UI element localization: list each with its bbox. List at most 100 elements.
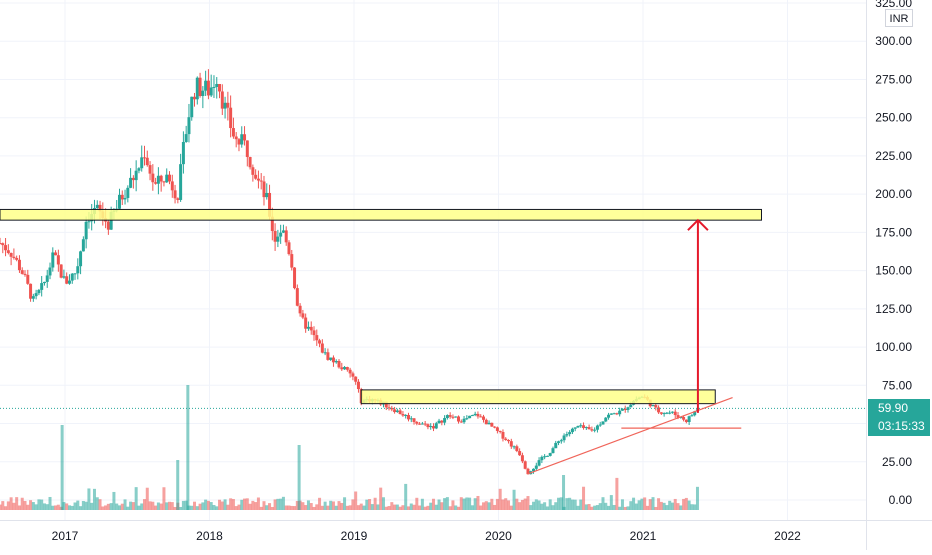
candle-body (554, 442, 558, 449)
volume-bar (306, 500, 310, 510)
candle-body (140, 157, 144, 169)
candle-body (598, 424, 602, 426)
candle-body (512, 446, 516, 448)
volume-bar (401, 505, 405, 510)
volume-bar (387, 506, 391, 510)
candle-body (443, 418, 447, 423)
volume-bar (348, 505, 352, 510)
volume-bar (0, 504, 2, 510)
volume-bar (476, 495, 480, 510)
volume-bar (206, 500, 210, 510)
candle-body (334, 361, 338, 363)
volume-bar (343, 497, 347, 510)
candle-body (326, 352, 330, 360)
candle-body (298, 305, 302, 314)
candle-body (618, 410, 622, 415)
candle-body (440, 420, 444, 423)
volume-bar (268, 503, 272, 510)
volume-bar (104, 505, 108, 510)
volume-bar (186, 385, 190, 510)
candle-body (287, 242, 291, 255)
price-tick-label: 150.00 (875, 264, 912, 278)
volume-bar (304, 505, 308, 510)
time-tick-label: 2022 (774, 529, 801, 543)
volume-bar (529, 505, 533, 510)
volume-bar (56, 504, 60, 510)
volume-bar (90, 502, 94, 510)
volume-bar (601, 497, 605, 510)
volume-bar (595, 505, 599, 510)
volume-bar (501, 499, 505, 510)
candle-body (170, 181, 174, 191)
candle-body (559, 440, 563, 442)
volume-bar (54, 505, 58, 510)
volume-bar (665, 505, 669, 510)
candle-body (56, 255, 60, 265)
candle-body (176, 198, 180, 200)
candle-body (693, 411, 697, 416)
volume-bar (62, 502, 66, 510)
volume-bar (23, 500, 27, 510)
candle-body (4, 245, 8, 251)
volume-bar (434, 504, 438, 510)
volume-bar (73, 502, 77, 510)
volume-bar (168, 501, 172, 510)
volume-bar (593, 505, 597, 510)
candle-body (623, 408, 627, 410)
candle-body (670, 411, 674, 413)
candle-body (504, 438, 508, 441)
candle-body (193, 96, 197, 100)
volume-bar (359, 503, 363, 510)
candle-body (315, 335, 319, 341)
candle-body (495, 427, 499, 431)
candle-body (137, 168, 141, 171)
candle-body (451, 416, 455, 418)
volume-bar (290, 505, 294, 510)
volume-bar (607, 505, 611, 510)
volume-bar (590, 506, 594, 510)
volume-bar (29, 500, 33, 510)
volume-bar (626, 506, 630, 510)
candle-body (306, 326, 310, 329)
volume-bar (315, 504, 319, 510)
candle-body (459, 421, 463, 423)
volume-bar (356, 505, 360, 510)
candle-body (387, 407, 391, 409)
volume-bar (112, 491, 116, 510)
volume-bar (117, 505, 121, 510)
volume-bar (679, 505, 683, 510)
candle-body (543, 456, 547, 458)
target-arrow-head (687, 218, 709, 231)
volume-bar (297, 445, 301, 510)
volume-bar (123, 499, 127, 510)
volume-bar (281, 496, 285, 510)
volume-bar (381, 497, 385, 510)
volume-bar (131, 502, 135, 510)
volume-bar (265, 505, 269, 510)
candle-body (26, 274, 30, 284)
candle-body (509, 441, 513, 447)
volume-bar (337, 501, 341, 510)
time-tick-label: 2019 (341, 529, 368, 543)
volume-bar (76, 500, 80, 510)
price-tick-label: 100.00 (875, 340, 912, 354)
candle-body (318, 340, 322, 344)
volume-bar (326, 505, 330, 510)
volume-bar (629, 501, 633, 510)
volume-bar (270, 506, 274, 510)
drawings[interactable] (0, 208, 866, 475)
candle-body (312, 330, 316, 336)
volume-bar (329, 500, 333, 510)
candle-body (343, 367, 347, 370)
volume-bar (212, 504, 216, 510)
candle-body (65, 276, 69, 284)
candle-body (426, 424, 430, 428)
volume-bar (31, 502, 35, 510)
volume-bar (276, 498, 280, 510)
candle-body (418, 423, 422, 425)
candle-body (42, 281, 46, 284)
currency-label[interactable]: INR (885, 9, 913, 27)
candle-body (329, 357, 333, 360)
